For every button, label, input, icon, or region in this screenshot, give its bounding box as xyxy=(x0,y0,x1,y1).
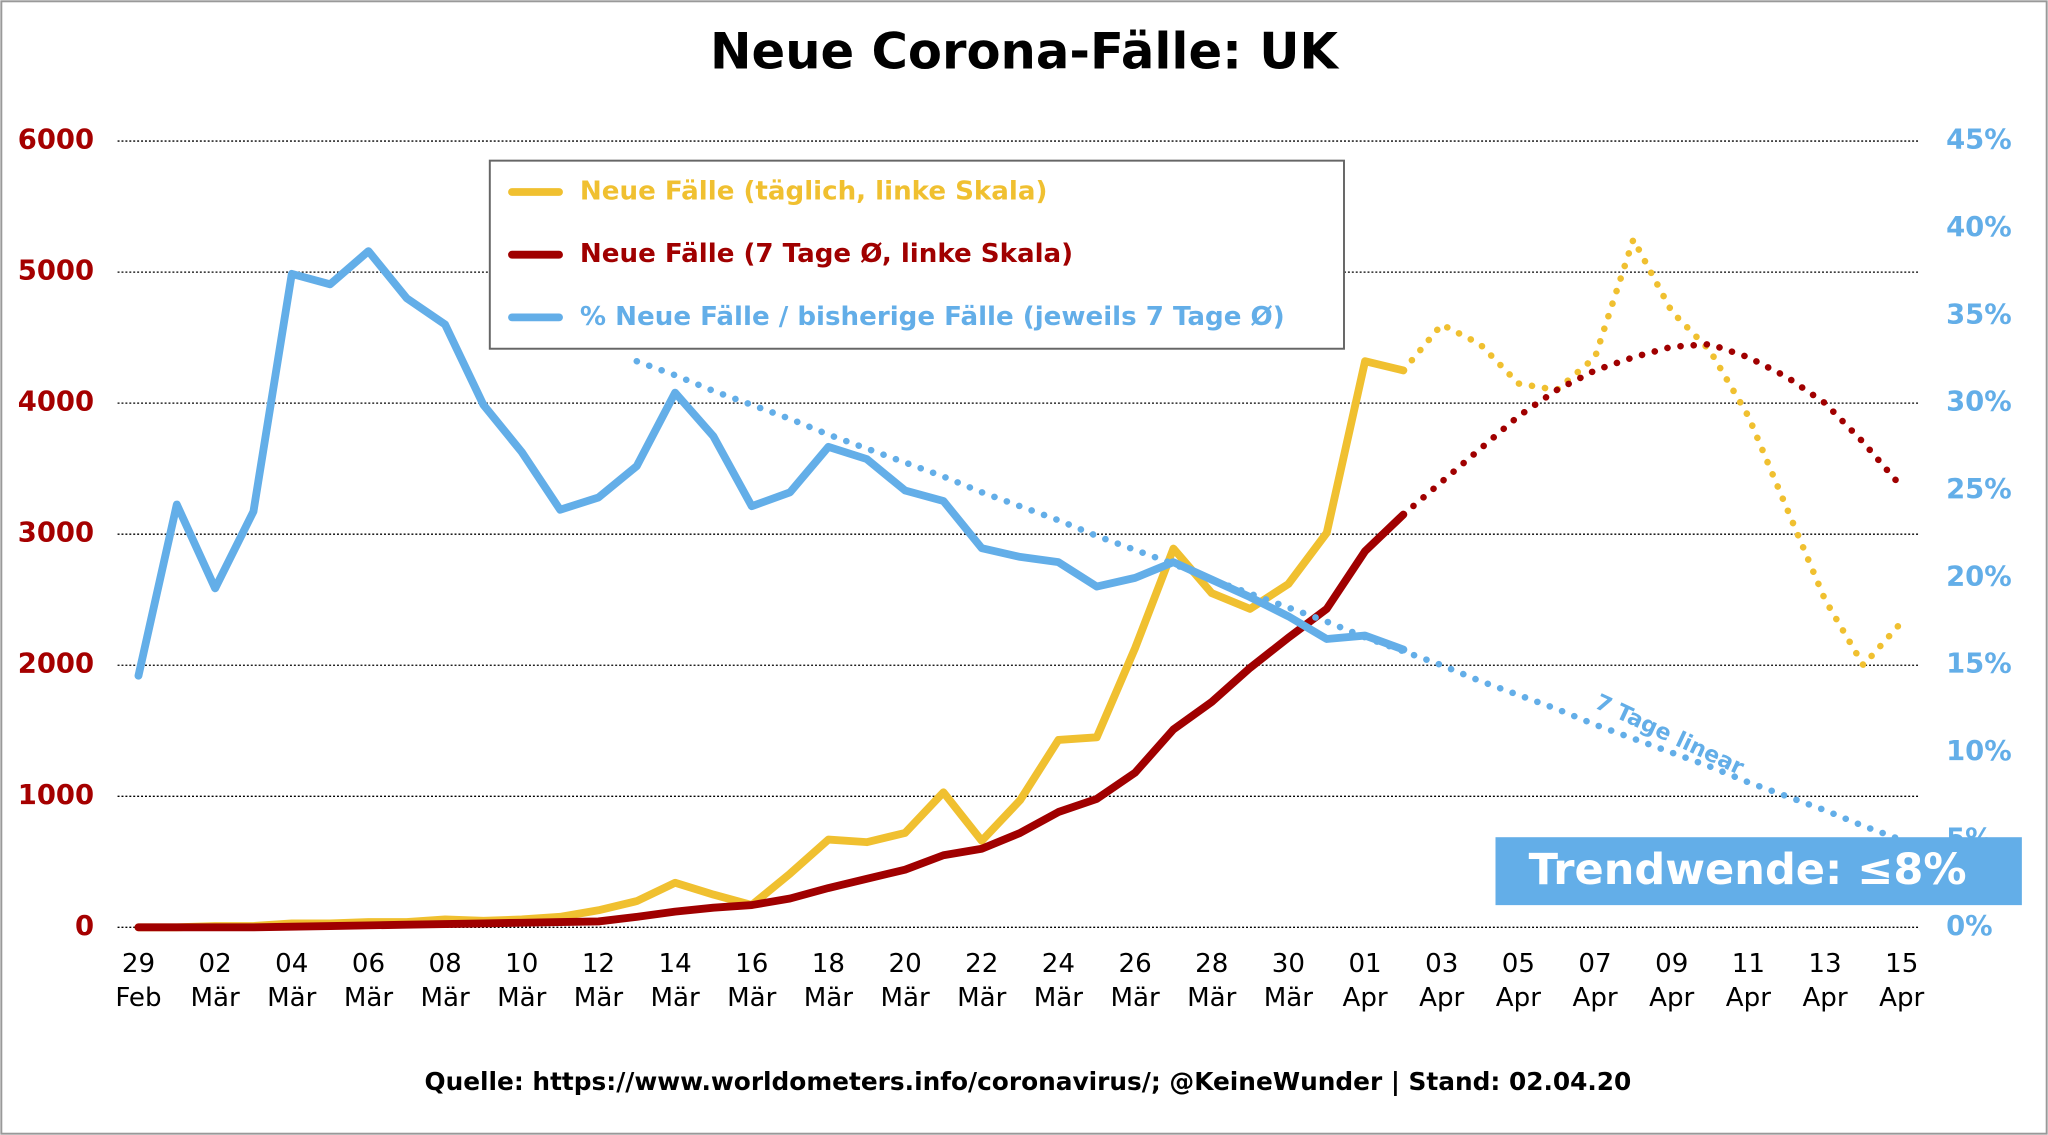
y-tick-label: 0 xyxy=(75,911,94,942)
x-tick-label: 07 Apr xyxy=(1572,948,1617,1012)
legend-label: Neue Fälle (täglich, linke Skala) xyxy=(580,176,1048,206)
y2-tick-label: 20% xyxy=(1946,561,2012,592)
trend-line xyxy=(633,357,1905,844)
forecast-line xyxy=(1400,236,1905,669)
y2-tick-label: 25% xyxy=(1946,474,2012,505)
x-tick-label: 18 Mär xyxy=(804,948,854,1012)
x-tick-label: 14 Mär xyxy=(650,948,700,1012)
x-tick-label: 09 Apr xyxy=(1649,948,1694,1012)
source-note: Quelle: https://www.worldometers.info/co… xyxy=(425,1067,1632,1096)
x-tick-label: 04 Mär xyxy=(267,948,317,1012)
x-tick-label: 05 Apr xyxy=(1496,948,1541,1012)
legend-label: Neue Fälle (7 Tage Ø, linke Skala) xyxy=(580,239,1073,269)
series-line xyxy=(134,247,1408,680)
x-tick-label: 22 Mär xyxy=(957,948,1007,1012)
x-tick-label: 15 Apr xyxy=(1879,948,1924,1012)
y-tick-label: 2000 xyxy=(18,649,94,680)
forecast-line xyxy=(1400,340,1905,518)
callout-text: Trendwende: ≤8% xyxy=(1529,845,1967,895)
x-tick-label: 12 Mär xyxy=(574,948,624,1012)
y2-tick-label: 45% xyxy=(1946,125,2012,156)
x-tick-label: 28 Mär xyxy=(1187,948,1237,1012)
x-tick-label: 06 Mär xyxy=(344,948,394,1012)
chart-title: Neue Corona-Fälle: UK xyxy=(710,22,1340,80)
x-tick-label: 24 Mär xyxy=(1034,948,1084,1012)
x-tick-label: 11 Apr xyxy=(1726,948,1771,1012)
legend-label: % Neue Fälle / bisherige Fälle (jeweils … xyxy=(580,302,1285,332)
y-tick-label: 5000 xyxy=(18,256,94,287)
x-tick-label: 29 Feb xyxy=(115,948,161,1012)
callout-box xyxy=(1495,837,2022,906)
x-tick-label: 08 Mär xyxy=(420,948,470,1012)
x-tick-label: 16 Mär xyxy=(727,948,777,1012)
y-tick-label: 3000 xyxy=(18,518,94,549)
y-tick-label: 1000 xyxy=(18,780,94,811)
x-tick-label: 26 Mär xyxy=(1110,948,1160,1012)
y2-tick-label: 10% xyxy=(1946,736,2012,767)
x-tick-label: 30 Mär xyxy=(1264,948,1314,1012)
y2-tick-label: 0% xyxy=(1946,911,1993,942)
x-tick-label: 02 Mär xyxy=(190,948,240,1012)
x-tick-label: 13 Apr xyxy=(1802,948,1847,1012)
y2-tick-label: 40% xyxy=(1946,212,2012,243)
y-tick-label: 4000 xyxy=(18,387,94,418)
series-line xyxy=(134,510,1408,932)
legend-box xyxy=(488,159,1345,350)
x-tick-label: 10 Mär xyxy=(497,948,547,1012)
x-tick-label: 01 Apr xyxy=(1342,948,1387,1012)
y-tick-label: 6000 xyxy=(18,125,94,156)
x-tick-label: 03 Apr xyxy=(1419,948,1464,1012)
x-tick-label: 20 Mär xyxy=(880,948,930,1012)
y2-tick-label: 30% xyxy=(1946,387,2012,418)
y2-tick-label: 35% xyxy=(1946,299,2012,330)
y2-tick-label: 15% xyxy=(1946,649,2012,680)
